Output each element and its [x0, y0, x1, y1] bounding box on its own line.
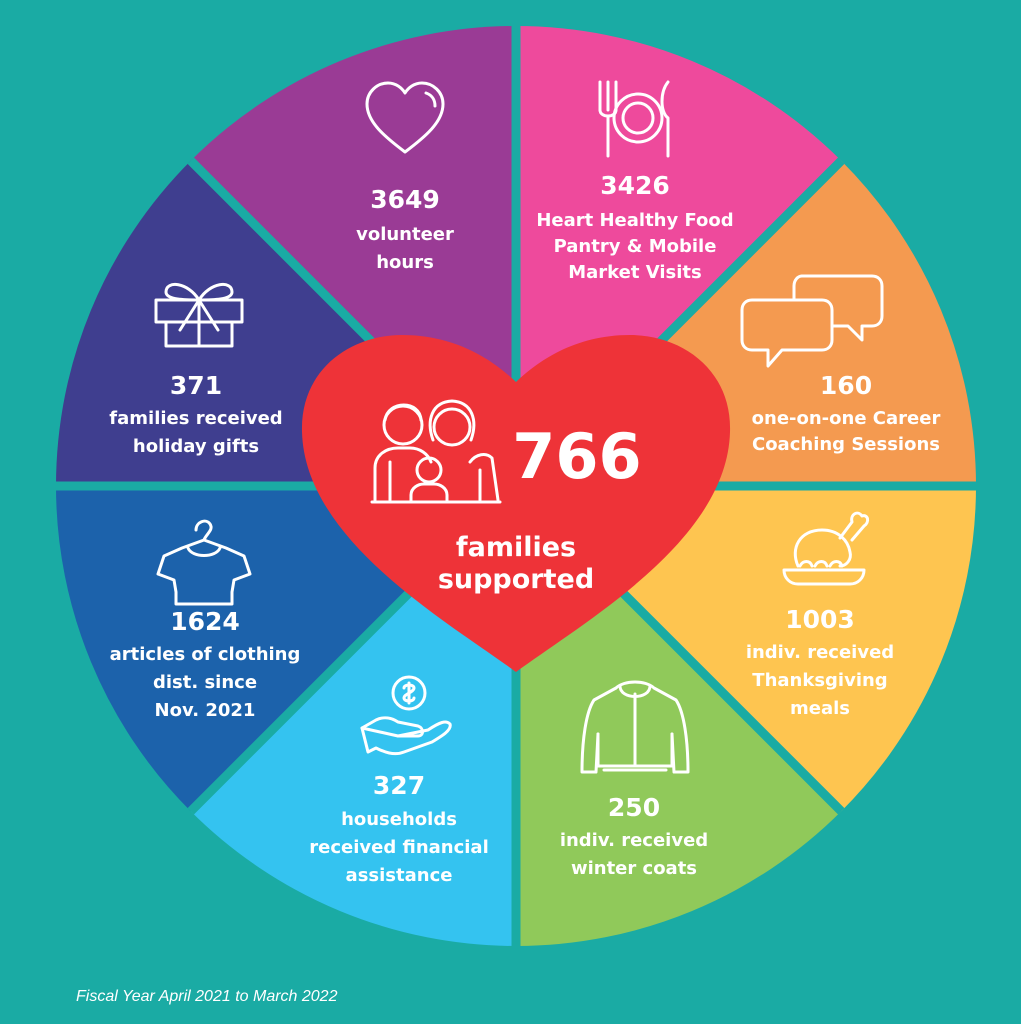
clothing-line-2: dist. since: [153, 672, 257, 693]
volunteer-number: 3649: [370, 185, 440, 214]
thanksgiving-line-3: meals: [790, 698, 850, 719]
financial-line-1: households: [341, 809, 457, 830]
segment-icons: [154, 80, 884, 774]
thanksgiving-line-1: indiv. received: [746, 642, 894, 663]
fiscal-year-footer: Fiscal Year April 2021 to March 2022: [76, 988, 338, 1005]
coaching-number: 160: [820, 371, 872, 400]
coats-number: 250: [608, 793, 660, 822]
center-label-line2: supported: [438, 564, 594, 595]
food-number: 3426: [600, 171, 670, 200]
coats-line-2: winter coats: [571, 858, 697, 879]
financial-number: 327: [373, 771, 425, 800]
financial-line-2: received financial: [309, 837, 489, 858]
heart-outline-icon: [365, 81, 445, 154]
coaching-line-2: Coaching Sessions: [752, 434, 940, 455]
family-icon: [370, 399, 502, 504]
chat-bubbles-icon: [740, 274, 884, 368]
center-number: 766: [512, 420, 641, 493]
hand-coin-icon: [360, 675, 452, 756]
coaching-line-1: one-on-one Career: [752, 408, 941, 429]
coats-line-1: indiv. received: [560, 830, 708, 851]
clothing-number: 1624: [170, 607, 240, 636]
turkey-icon: [782, 511, 870, 586]
volunteer-line-1: volunteer: [356, 224, 454, 245]
plate-cutlery-icon: [598, 80, 670, 158]
food-line-3: Market Visits: [568, 262, 702, 283]
center-heart: 766 families supported: [301, 335, 731, 672]
food-line-1: Heart Healthy Food: [536, 210, 733, 231]
food-line-2: Pantry & Mobile: [554, 236, 717, 257]
gifts-line-2: holiday gifts: [133, 436, 259, 457]
shirt-hanger-icon: [156, 519, 252, 606]
thanksgiving-line-2: Thanksgiving: [752, 670, 887, 691]
clothing-line-3: Nov. 2021: [155, 700, 256, 721]
center-label-line1: families: [456, 532, 576, 563]
center-heart-shape: [301, 335, 731, 672]
volunteer-line-2: hours: [376, 252, 434, 273]
jacket-icon: [580, 680, 690, 774]
gifts-line-1: families received: [109, 408, 282, 429]
financial-line-3: assistance: [346, 865, 453, 886]
thanksgiving-number: 1003: [785, 605, 855, 634]
clothing-line-1: articles of clothing: [110, 644, 301, 665]
gift-box-icon: [154, 283, 244, 348]
segment-texts: 3649 volunteer hours 3426 Heart Healthy …: [109, 171, 940, 886]
gifts-number: 371: [170, 371, 222, 400]
